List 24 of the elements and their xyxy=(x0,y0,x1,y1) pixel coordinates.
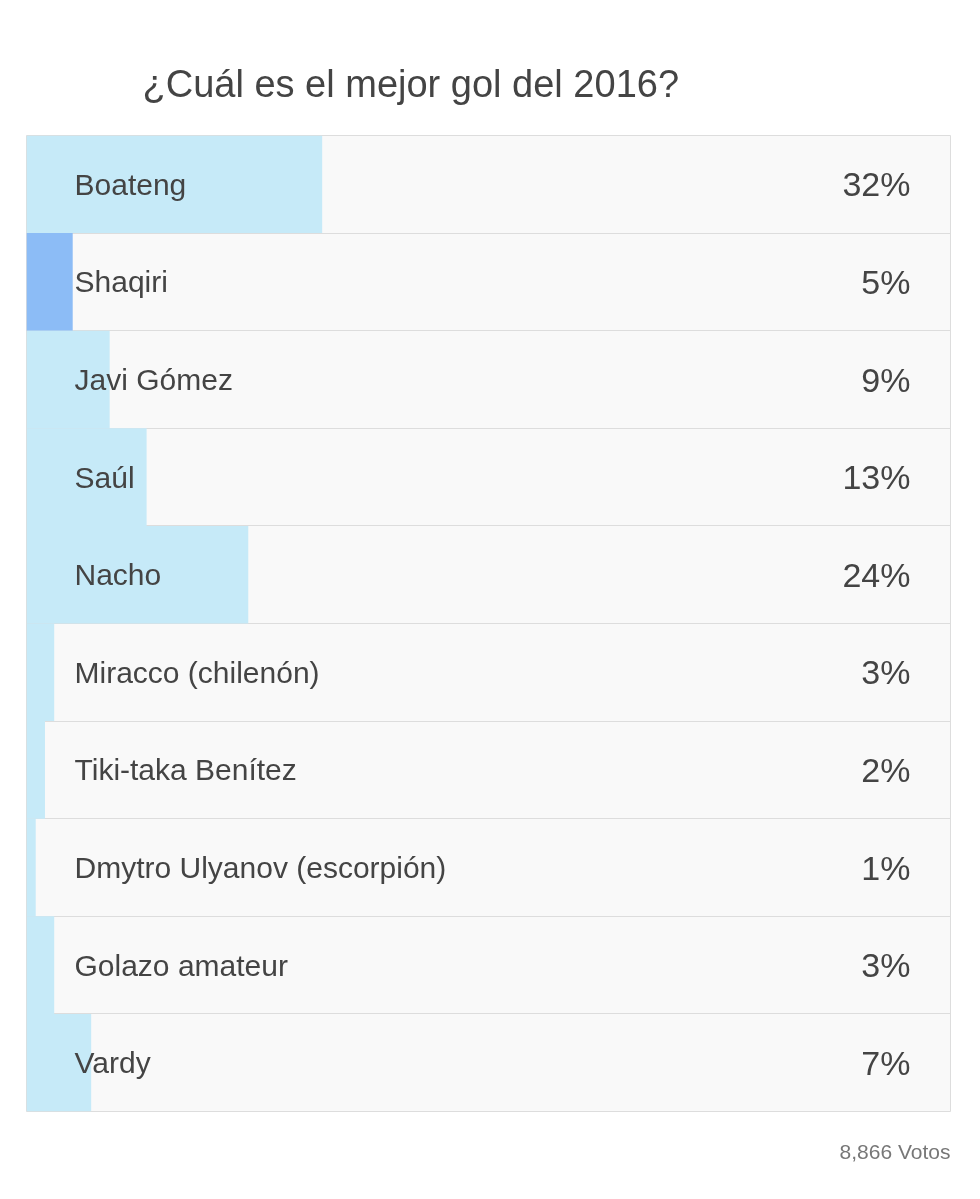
y-tick-label: Nacho xyxy=(74,558,162,592)
bar xyxy=(26,233,73,331)
data-label: 7% xyxy=(861,1043,911,1082)
y-tick-label: Saúl xyxy=(74,460,135,494)
data-label: 3% xyxy=(861,946,911,985)
data-label: 1% xyxy=(861,848,911,887)
data-label: 13% xyxy=(842,458,911,497)
chart-title: ¿Cuál es el mejor gol del 2016? xyxy=(142,62,680,105)
y-tick-label: Golazo amateur xyxy=(74,948,288,982)
y-tick-label: Vardy xyxy=(74,1046,151,1080)
data-label: 32% xyxy=(842,165,911,204)
y-tick-label: Tiki-taka Benítez xyxy=(74,753,297,787)
text: 8,866 Votos xyxy=(839,1139,951,1163)
y-tick-label: Shaqiri xyxy=(74,265,168,299)
y-tick-label: Boateng xyxy=(74,167,187,201)
bar xyxy=(26,135,323,234)
data-label: 3% xyxy=(861,653,911,692)
data-label: 24% xyxy=(842,555,911,594)
y-tick-label: Javi Gómez xyxy=(74,363,233,396)
y-tick-label: Dmytro Ulyanov (escorpión) xyxy=(74,851,447,884)
data-label: 9% xyxy=(861,360,911,399)
data-label: 2% xyxy=(861,750,911,789)
data-label: 5% xyxy=(861,262,911,301)
y-tick-label: Miracco (chilenón) xyxy=(74,655,320,689)
